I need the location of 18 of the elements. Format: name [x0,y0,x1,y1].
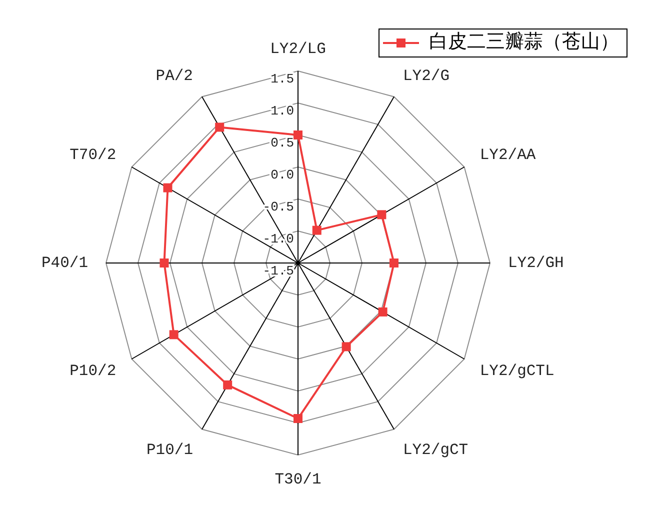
legend-label: 白皮二三瓣蒜（苍山） [429,30,619,52]
spoke-label: LY2/GH [508,254,564,272]
spoke-label: T70/2 [70,146,116,164]
spoke-label: LY2/gCT [403,441,468,460]
spoke-label: LY2/AA [480,146,536,164]
y-tick-label: 0.0 [270,167,294,182]
y-tick-label: 1.0 [270,103,294,118]
y-tick-label: 1.5 [270,71,294,86]
spoke-label: LY2/gCTL [480,362,554,380]
spoke-label: T30/1 [274,470,322,488]
spoke-label: P40/1 [41,254,88,272]
spoke-label: LY2/LG [270,40,326,58]
spoke-label: LY2/G [403,67,450,86]
y-tick-label: 0.5 [270,135,294,150]
legend: 白皮二三瓣蒜（苍山） [378,28,628,58]
spoke-label: P10/2 [70,362,116,380]
spoke-label: PA/2 [156,67,193,86]
spoke-label: P10/1 [146,441,193,460]
